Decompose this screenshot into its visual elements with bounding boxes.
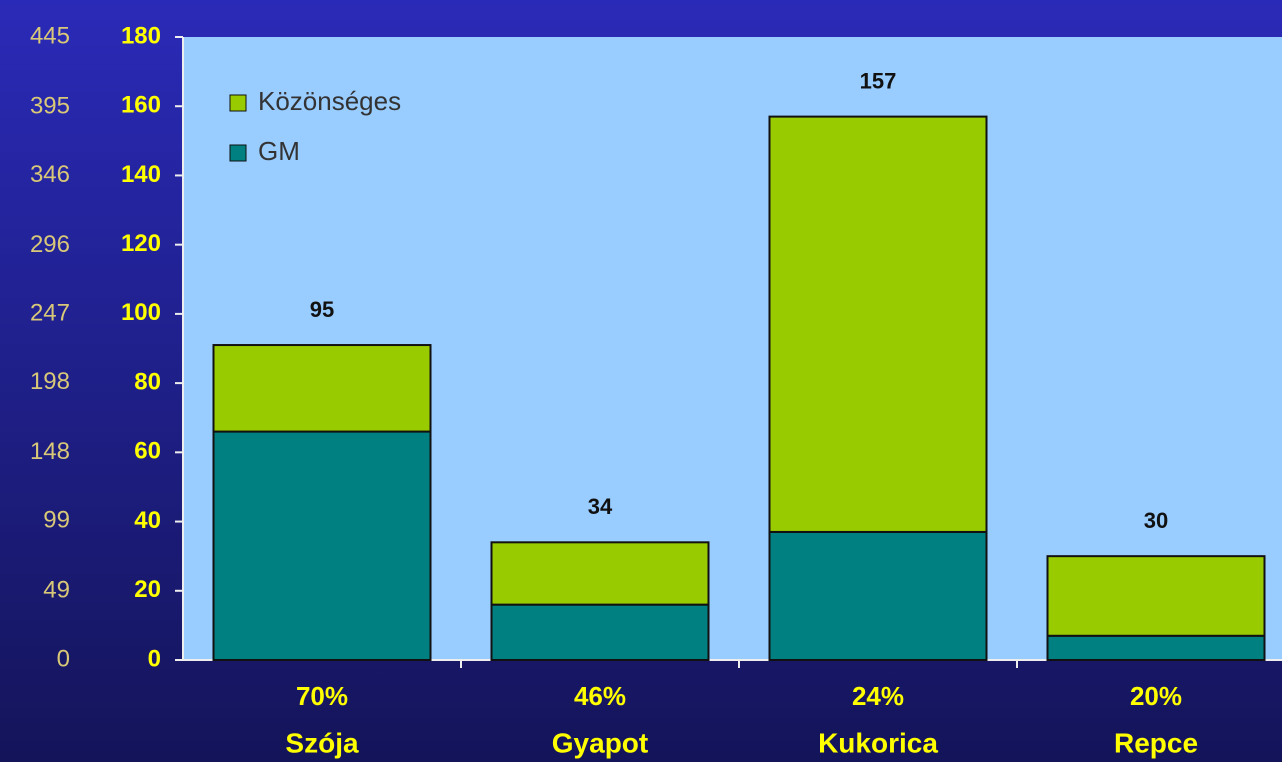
bar-segment xyxy=(490,603,710,661)
bar-segment xyxy=(1046,555,1266,637)
y-tick-label: 80 xyxy=(134,368,161,395)
bar-segment xyxy=(490,541,710,606)
y-tick-label: 100 xyxy=(121,299,161,326)
y2-tick-label: 198 xyxy=(30,368,70,395)
category-note: 70% xyxy=(296,681,348,711)
x-tick-label: Kukorica xyxy=(818,727,938,758)
category-note: 20% xyxy=(1130,681,1182,711)
x-tick-label: Repce xyxy=(1114,727,1198,758)
y2-tick-label: 0 xyxy=(57,645,70,672)
bar-segment xyxy=(212,344,432,433)
category-note: 24% xyxy=(852,681,904,711)
y2-tick-label: 247 xyxy=(30,300,70,327)
y-tick-label: 0 xyxy=(148,645,161,672)
y-tick-label: 60 xyxy=(134,438,161,465)
legend-label: GM xyxy=(258,136,300,166)
y2-tick-label: 445 xyxy=(30,22,70,49)
y2-tick-label: 395 xyxy=(30,92,70,119)
y2-tick-label: 49 xyxy=(43,577,70,604)
bar-segment xyxy=(768,115,988,533)
category-note: 46% xyxy=(574,681,626,711)
x-tick-label: Szója xyxy=(285,727,359,758)
y-tick-label: 160 xyxy=(121,92,161,119)
bar-segment xyxy=(1046,634,1266,661)
total-label: 30 xyxy=(1144,508,1168,533)
y-tick-label: 180 xyxy=(121,22,161,49)
y2-tick-label: 296 xyxy=(30,231,70,258)
legend-swatch xyxy=(229,144,247,162)
total-label: 34 xyxy=(588,494,613,519)
total-label: 157 xyxy=(860,68,897,93)
bar-segment xyxy=(212,430,432,662)
y-tick-label: 140 xyxy=(121,161,161,188)
y2-tick-label: 346 xyxy=(30,161,70,188)
y-tick-label: 20 xyxy=(134,576,161,603)
y2-tick-label: 148 xyxy=(30,438,70,465)
legend-label: Közönséges xyxy=(258,86,401,116)
y2-tick-label: 99 xyxy=(43,507,70,534)
x-tick-label: Gyapot xyxy=(552,727,648,758)
legend-swatch xyxy=(229,94,247,112)
bar-segment xyxy=(768,530,988,662)
total-label: 95 xyxy=(310,297,334,322)
y-tick-label: 40 xyxy=(134,507,161,534)
y-tick-label: 120 xyxy=(121,230,161,257)
